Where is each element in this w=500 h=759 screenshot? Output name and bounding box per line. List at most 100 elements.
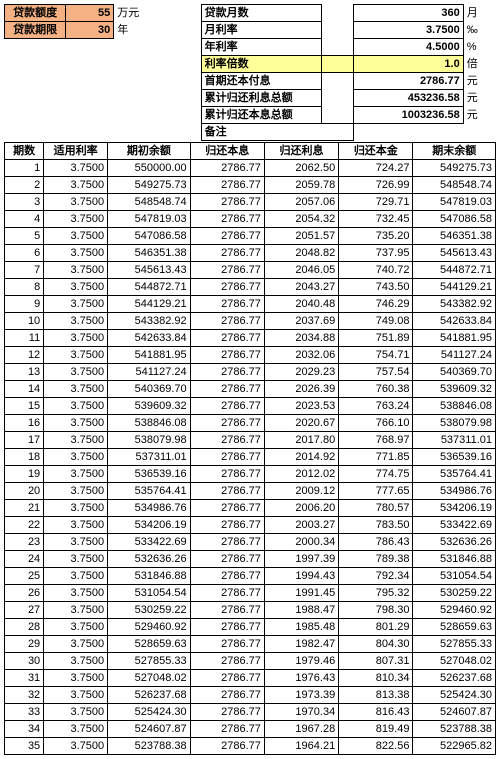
cell: 3.7500 xyxy=(44,466,108,483)
cell: 537311.01 xyxy=(108,449,191,466)
table-row: 273.7500530259.222786.771988.47798.30529… xyxy=(5,602,496,619)
cell: 2786.77 xyxy=(190,551,264,568)
table-row: 103.7500543382.922786.772037.69749.08542… xyxy=(5,313,496,330)
cell: 2786.77 xyxy=(190,738,264,755)
cell: 783.50 xyxy=(339,517,413,534)
cell: 2786.77 xyxy=(190,194,264,211)
cell: 1976.43 xyxy=(264,670,338,687)
cell: 2023.53 xyxy=(264,398,338,415)
cell: 3.7500 xyxy=(44,483,108,500)
cell: 527855.33 xyxy=(413,636,496,653)
cell: 726.99 xyxy=(339,177,413,194)
cell: 548548.74 xyxy=(413,177,496,194)
cell: 1985.48 xyxy=(264,619,338,636)
table-row: 183.7500537311.012786.772014.92771.85536… xyxy=(5,449,496,466)
cell: 804.30 xyxy=(339,636,413,653)
cell: 763.24 xyxy=(339,398,413,415)
cell: 774.75 xyxy=(339,466,413,483)
cell: 2786.77 xyxy=(190,602,264,619)
cell: 1973.39 xyxy=(264,687,338,704)
cell: 2034.88 xyxy=(264,330,338,347)
amount-label: 贷款额度 xyxy=(5,5,66,22)
cell: 33 xyxy=(5,704,44,721)
cell: 545613.43 xyxy=(413,245,496,262)
summary-table: 贷款额度 55 万元 贷款月数 360 月 贷款期限 30 年 月利率 3.75… xyxy=(4,4,496,141)
cell: 543382.92 xyxy=(108,313,191,330)
cell: 2037.69 xyxy=(264,313,338,330)
cell: 2786.77 xyxy=(190,721,264,738)
cell: 538079.98 xyxy=(108,432,191,449)
cell: 27 xyxy=(5,602,44,619)
cell: 2786.77 xyxy=(190,585,264,602)
cell: 541127.24 xyxy=(413,347,496,364)
yrate-value: 4.5000 xyxy=(354,39,463,56)
cell: 17 xyxy=(5,432,44,449)
cell: 4 xyxy=(5,211,44,228)
table-row: 33.7500548548.742786.772057.06729.715478… xyxy=(5,194,496,211)
cell: 2786.77 xyxy=(190,347,264,364)
table-row: 193.7500536539.162786.772012.02774.75535… xyxy=(5,466,496,483)
col-header-2: 期初余额 xyxy=(108,143,191,160)
cell: 535764.41 xyxy=(413,466,496,483)
months-label: 贷款月数 xyxy=(201,5,321,22)
cell: 531054.54 xyxy=(108,585,191,602)
term-label: 贷款期限 xyxy=(5,22,66,39)
cell: 2786.77 xyxy=(190,245,264,262)
cell: 807.31 xyxy=(339,653,413,670)
cell: 2786.77 xyxy=(190,636,264,653)
cell: 819.49 xyxy=(339,721,413,738)
cell: 746.29 xyxy=(339,296,413,313)
cell: 2020.67 xyxy=(264,415,338,432)
cell: 2786.77 xyxy=(190,313,264,330)
cell: 3.7500 xyxy=(44,517,108,534)
table-row: 93.7500544129.212786.772040.48746.295433… xyxy=(5,296,496,313)
months-unit: 月 xyxy=(463,5,496,22)
cell: 3.7500 xyxy=(44,415,108,432)
cell: 531846.88 xyxy=(413,551,496,568)
cell: 538846.08 xyxy=(108,415,191,432)
cell: 3.7500 xyxy=(44,160,108,177)
cell: 1982.47 xyxy=(264,636,338,653)
cell: 28 xyxy=(5,619,44,636)
cell: 533422.69 xyxy=(413,517,496,534)
cell: 724.27 xyxy=(339,160,413,177)
cell: 3.7500 xyxy=(44,568,108,585)
cell: 3.7500 xyxy=(44,398,108,415)
cell: 2051.57 xyxy=(264,228,338,245)
table-row: 83.7500544872.712786.772043.27743.505441… xyxy=(5,279,496,296)
cell: 2786.77 xyxy=(190,687,264,704)
cell: 2062.50 xyxy=(264,160,338,177)
cell: 2786.77 xyxy=(190,364,264,381)
cell: 19 xyxy=(5,466,44,483)
cell: 2786.77 xyxy=(190,670,264,687)
cell: 543382.92 xyxy=(413,296,496,313)
cell: 2786.77 xyxy=(190,500,264,517)
cell: 528659.63 xyxy=(413,619,496,636)
cell: 3 xyxy=(5,194,44,211)
cell: 531054.54 xyxy=(413,568,496,585)
cell: 530259.22 xyxy=(108,602,191,619)
cell: 3.7500 xyxy=(44,687,108,704)
cell: 537311.01 xyxy=(413,432,496,449)
cell: 3.7500 xyxy=(44,653,108,670)
table-row: 143.7500540369.702786.772026.39760.38539… xyxy=(5,381,496,398)
cell: 542633.84 xyxy=(413,313,496,330)
cell: 538846.08 xyxy=(413,398,496,415)
mult-label: 利率倍数 xyxy=(201,56,321,73)
cell: 1991.45 xyxy=(264,585,338,602)
table-row: 153.7500539609.322786.772023.53763.24538… xyxy=(5,398,496,415)
cell: 3.7500 xyxy=(44,551,108,568)
cell: 26 xyxy=(5,585,44,602)
cell: 3.7500 xyxy=(44,534,108,551)
totpay-label: 累计归还本息总额 xyxy=(201,107,321,124)
cell: 6 xyxy=(5,245,44,262)
col-header-1: 适用利率 xyxy=(44,143,108,160)
cell: 3.7500 xyxy=(44,432,108,449)
cell: 547086.58 xyxy=(413,211,496,228)
cell: 729.71 xyxy=(339,194,413,211)
mrate-label: 月利率 xyxy=(201,22,321,39)
cell: 2786.77 xyxy=(190,381,264,398)
cell: 2017.80 xyxy=(264,432,338,449)
schedule-table: 期数适用利率期初余额归还本息归还利息归还本金期末余额 13.7500550000… xyxy=(4,142,496,755)
cell: 524607.87 xyxy=(108,721,191,738)
